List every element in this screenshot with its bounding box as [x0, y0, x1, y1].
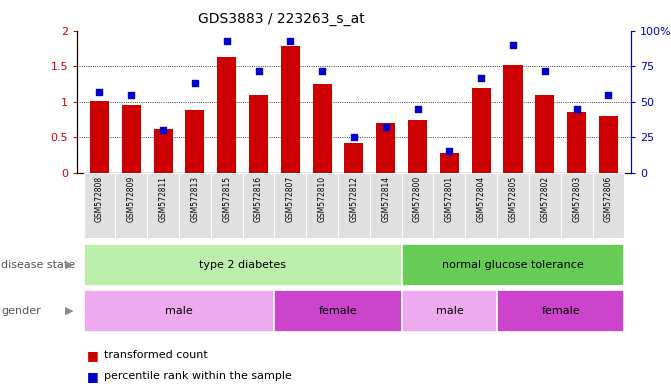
Point: [476, 74, 486, 81]
FancyBboxPatch shape: [402, 290, 497, 332]
Text: male: male: [435, 306, 463, 316]
Text: GSM572811: GSM572811: [158, 176, 168, 222]
Bar: [567, 113, 586, 173]
Text: GSM572812: GSM572812: [350, 176, 358, 222]
Point: [189, 80, 200, 86]
Text: female: female: [319, 306, 358, 316]
FancyBboxPatch shape: [529, 173, 561, 238]
Text: GSM572806: GSM572806: [604, 176, 613, 222]
Text: ■: ■: [87, 349, 99, 362]
Point: [285, 38, 296, 44]
FancyBboxPatch shape: [274, 290, 402, 332]
Point: [508, 42, 519, 48]
Text: disease state: disease state: [1, 260, 75, 270]
Bar: [249, 94, 268, 173]
Text: GSM572807: GSM572807: [286, 176, 295, 222]
Text: normal glucose tolerance: normal glucose tolerance: [442, 260, 584, 270]
FancyBboxPatch shape: [83, 290, 274, 332]
Bar: [599, 116, 618, 173]
Bar: [313, 84, 331, 173]
FancyBboxPatch shape: [274, 173, 306, 238]
FancyBboxPatch shape: [83, 244, 402, 286]
FancyBboxPatch shape: [370, 173, 402, 238]
FancyBboxPatch shape: [433, 173, 465, 238]
Point: [539, 68, 550, 74]
Bar: [408, 119, 427, 173]
Point: [158, 127, 168, 133]
Bar: [185, 110, 205, 173]
FancyBboxPatch shape: [83, 173, 115, 238]
Text: GDS3883 / 223263_s_at: GDS3883 / 223263_s_at: [199, 12, 365, 25]
FancyBboxPatch shape: [115, 173, 147, 238]
FancyBboxPatch shape: [465, 173, 497, 238]
Text: male: male: [165, 306, 193, 316]
Text: ▶: ▶: [65, 260, 74, 270]
FancyBboxPatch shape: [306, 173, 338, 238]
Text: GSM572816: GSM572816: [254, 176, 263, 222]
Text: GSM572800: GSM572800: [413, 176, 422, 222]
Text: ■: ■: [87, 370, 99, 383]
FancyBboxPatch shape: [497, 173, 529, 238]
Point: [94, 89, 105, 95]
Text: GSM572813: GSM572813: [191, 176, 199, 222]
FancyBboxPatch shape: [402, 173, 433, 238]
Text: female: female: [541, 306, 580, 316]
Text: GSM572815: GSM572815: [222, 176, 231, 222]
FancyBboxPatch shape: [497, 290, 625, 332]
FancyBboxPatch shape: [338, 173, 370, 238]
Text: type 2 diabetes: type 2 diabetes: [199, 260, 286, 270]
Bar: [90, 101, 109, 173]
Point: [444, 148, 455, 154]
Bar: [344, 143, 364, 173]
Bar: [440, 153, 459, 173]
Bar: [472, 88, 491, 173]
Bar: [280, 46, 300, 173]
Point: [317, 68, 327, 74]
Point: [221, 38, 232, 44]
Bar: [535, 94, 554, 173]
Text: GSM572802: GSM572802: [540, 176, 550, 222]
Text: GSM572804: GSM572804: [476, 176, 486, 222]
Point: [412, 106, 423, 112]
Text: GSM572805: GSM572805: [509, 176, 517, 222]
Point: [571, 106, 582, 112]
Bar: [217, 57, 236, 173]
FancyBboxPatch shape: [147, 173, 179, 238]
Bar: [376, 123, 395, 173]
Text: GSM572808: GSM572808: [95, 176, 104, 222]
FancyBboxPatch shape: [211, 173, 243, 238]
Text: GSM572810: GSM572810: [317, 176, 327, 222]
FancyBboxPatch shape: [592, 173, 625, 238]
Text: GSM572801: GSM572801: [445, 176, 454, 222]
Text: GSM572814: GSM572814: [381, 176, 391, 222]
FancyBboxPatch shape: [402, 244, 625, 286]
Point: [380, 124, 391, 131]
FancyBboxPatch shape: [243, 173, 274, 238]
Point: [253, 68, 264, 74]
Bar: [503, 65, 523, 173]
Bar: [121, 105, 141, 173]
Text: GSM572803: GSM572803: [572, 176, 581, 222]
Bar: [154, 129, 172, 173]
Text: GSM572809: GSM572809: [127, 176, 136, 222]
Point: [603, 91, 614, 98]
FancyBboxPatch shape: [561, 173, 592, 238]
Text: ▶: ▶: [65, 306, 74, 316]
FancyBboxPatch shape: [179, 173, 211, 238]
Point: [126, 91, 137, 98]
Point: [349, 134, 360, 140]
Text: percentile rank within the sample: percentile rank within the sample: [104, 371, 292, 381]
Text: transformed count: transformed count: [104, 350, 208, 360]
Text: gender: gender: [1, 306, 41, 316]
